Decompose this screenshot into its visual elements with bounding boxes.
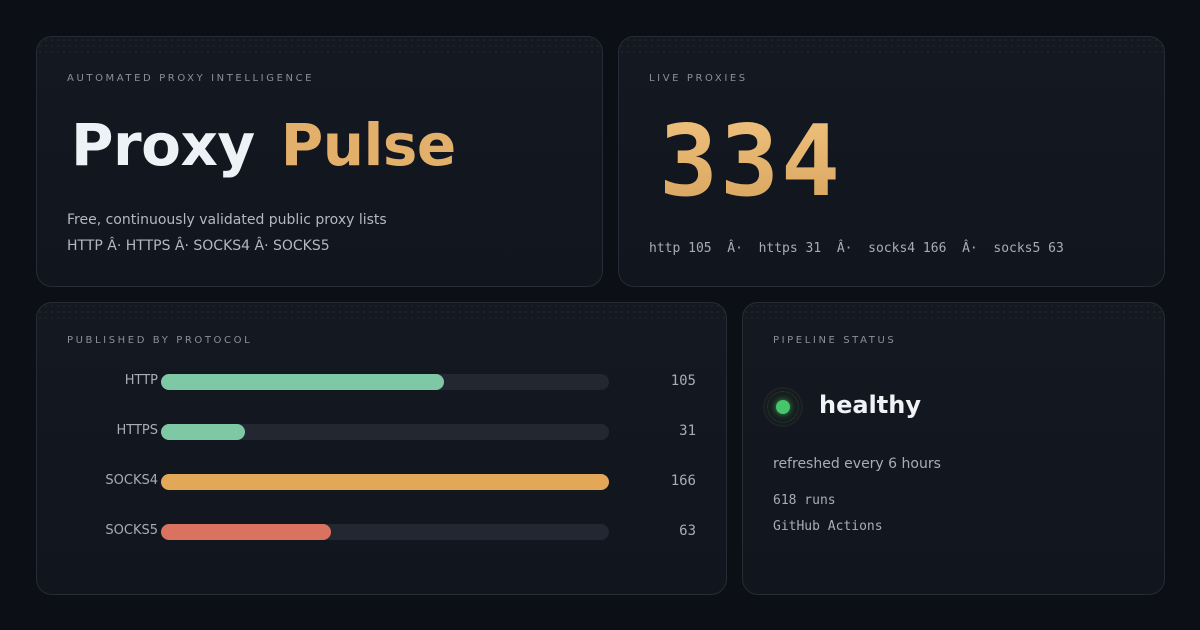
protocol-value: 105 (670, 373, 696, 389)
protocol-value: 31 (679, 423, 696, 439)
brand-title: Proxy Pulse (71, 111, 456, 179)
protocol-bar-track (161, 424, 609, 440)
pipeline-status-card: PIPELINE STATUS healthy refreshed every … (742, 302, 1165, 595)
live-eyebrow: LIVE PROXIES (649, 73, 748, 84)
status-ring (767, 391, 799, 423)
brand-description: Free, continuously validated public prox… (67, 212, 387, 228)
protocol-eyebrow: PUBLISHED BY PROTOCOL (67, 335, 253, 346)
brand-title-word2: Pulse (280, 111, 457, 179)
protocol-value: 166 (670, 473, 696, 489)
status-dot-icon (776, 400, 790, 414)
pipeline-eyebrow: PIPELINE STATUS (773, 335, 897, 346)
pipeline-ci-provider: GitHub Actions (773, 519, 883, 534)
protocol-bar-fill (161, 474, 609, 490)
live-proxy-count: 334 (659, 105, 843, 219)
protocol-row-https: HTTPS 31 (37, 419, 726, 443)
brand-protocols-line: HTTP Â· HTTPS Â· SOCKS4 Â· SOCKS5 (67, 238, 330, 254)
status-indicator-icon (763, 387, 803, 427)
protocol-row-socks5: SOCKS5 63 (37, 519, 726, 543)
protocol-row-socks4: SOCKS4 166 (37, 469, 726, 493)
protocol-bar-track (161, 524, 609, 540)
live-proxies-card: LIVE PROXIES 334 http 105 Â· https 31 Â·… (618, 36, 1165, 287)
brand-card: AUTOMATED PROXY INTELLIGENCE Proxy Pulse … (36, 36, 603, 287)
protocol-label: SOCKS4 (105, 473, 158, 488)
pipeline-status-text: healthy (819, 391, 921, 419)
brand-eyebrow: AUTOMATED PROXY INTELLIGENCE (67, 73, 315, 84)
protocol-label: SOCKS5 (105, 523, 158, 538)
brand-description-block: Free, continuously validated public prox… (67, 207, 387, 259)
protocol-bar-fill (161, 374, 445, 390)
protocol-row-http: HTTP 105 (37, 369, 726, 393)
protocol-label: HTTPS (116, 423, 158, 438)
brand-title-word1: Proxy (71, 111, 255, 179)
pipeline-run-count: 618 runs (773, 493, 836, 508)
protocol-bar-track (161, 474, 609, 490)
protocol-chart-card: PUBLISHED BY PROTOCOL HTTP 105 HTTPS 31 … (36, 302, 727, 595)
protocol-label: HTTP (124, 373, 158, 388)
protocol-value: 63 (679, 523, 696, 539)
protocol-bar-track (161, 374, 609, 390)
protocol-bar-fill (161, 424, 245, 440)
pipeline-refresh-interval: refreshed every 6 hours (773, 456, 941, 472)
protocol-bar-fill (161, 524, 332, 540)
live-breakdown: http 105 Â· https 31 Â· socks4 166 Â· so… (649, 241, 1064, 256)
